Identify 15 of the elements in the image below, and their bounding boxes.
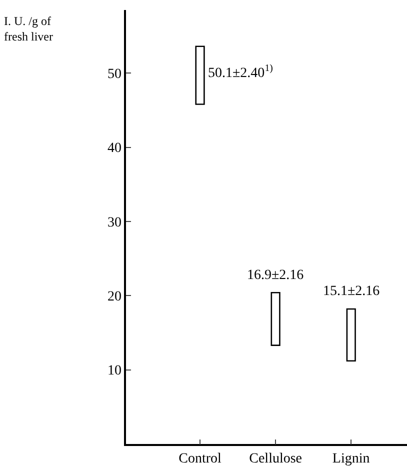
y-tick-label: 20 <box>107 290 122 305</box>
y-tick-label: 40 <box>107 141 122 156</box>
annotation: 15.1±2.16 <box>323 284 380 299</box>
y-tick-label: 10 <box>107 364 122 379</box>
y-axis-title: I. U. /g of fresh liver <box>4 14 53 44</box>
y-tick-label: 30 <box>107 215 122 230</box>
annotation: 50.1±2.40$^{1)}$ <box>208 63 273 81</box>
bar <box>346 308 356 362</box>
x-tick-label: Control <box>178 452 222 467</box>
bar <box>195 46 205 105</box>
annotation: 16.9±2.16 <box>247 268 304 283</box>
x-tick-label: Cellulose <box>249 452 302 467</box>
x-tick-label: Lignin <box>332 452 370 467</box>
bar <box>270 292 280 346</box>
y-tick-label: 50 <box>107 66 122 82</box>
